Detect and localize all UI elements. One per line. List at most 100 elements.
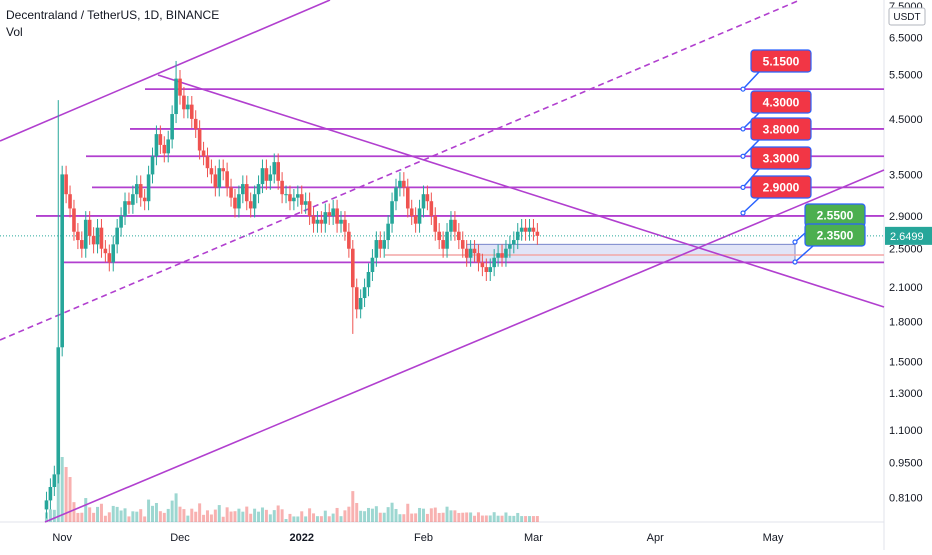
volume-bar [202,514,206,522]
volume-bar [398,514,402,522]
volume-bar [347,506,351,522]
candle-body [370,257,375,272]
candle-body [135,184,139,195]
candle-body [535,231,540,236]
volume-bar [209,514,213,522]
volume-bar [76,512,80,522]
callout-anchor [792,239,798,245]
last-price-badge [885,226,932,245]
time-tick-label: Mar [524,532,543,544]
price-tick-label: 0.9500 [889,457,923,469]
volume-bar [480,515,484,522]
candle-body [123,201,127,216]
candle-body [64,174,68,195]
candle-body [350,248,355,288]
candle-body [374,240,379,258]
candle-body [299,194,304,205]
volume-bar [378,512,382,522]
candle-body [417,208,422,224]
candle-body [131,194,135,205]
candle-body [260,168,265,185]
candle-body [472,248,477,254]
candle-body [217,168,222,188]
volume-bar [425,513,429,522]
candle-body [225,171,229,188]
candle-body [460,240,465,249]
candle-body [476,253,481,263]
volume-bar [92,512,96,522]
candle-body [398,180,402,188]
volume-bar [433,507,437,522]
volume-bar [257,511,261,522]
volume-bar [390,502,394,522]
volume-bar [80,512,84,522]
volume-bar [56,447,60,522]
volume-bar [225,507,229,522]
candle-body [264,168,269,181]
volume-bar [264,509,268,522]
volume-bar [147,499,151,522]
candle-body [150,156,155,175]
volume-bar [272,510,276,522]
level-label-text: 2.9000 [763,181,800,195]
price-tick-label: 1.5000 [889,357,923,369]
volume-bar [465,512,469,522]
candle-body [292,197,296,202]
candle-body [119,215,123,228]
volume-bar [213,509,217,522]
candle-body [115,227,119,245]
candle-body [512,240,516,245]
volume-bar [308,508,312,522]
time-tick-label: Dec [170,532,190,544]
volume-bar [531,516,535,522]
volume-bar [96,506,100,522]
candle-body [390,201,394,224]
volume-bar [504,512,508,522]
volume-bar [253,508,257,522]
volume-bar [170,500,174,522]
candle-body [515,231,520,241]
volume-bar [367,507,371,522]
candle-body [268,174,273,181]
volume-bar [363,511,367,522]
volume-bar [492,512,496,522]
volume-bar [103,515,107,522]
volume-bar [315,516,319,522]
volume-bar [99,503,103,522]
volume-bar [453,510,457,522]
volume-bar [268,514,272,522]
level-label-text: 4.3000 [763,96,800,110]
candle-body [87,219,92,236]
volume-bar [162,512,166,522]
volume-bar [288,513,292,522]
candle-body [484,267,489,272]
currency-unit-box [888,7,926,26]
candle-body [205,156,210,169]
candle-body [457,231,461,241]
candle-body [80,240,84,249]
level-label-box [750,117,812,141]
volume-bar [154,502,158,522]
price-tick-label: 1.8000 [889,316,923,328]
candle-body [99,227,104,249]
callout-anchor [740,126,746,132]
callout-anchor [792,259,798,265]
volume-bar [457,512,461,522]
candle-body [331,208,335,216]
mid-channel-dashed-line [0,0,801,341]
candle-body [508,244,512,249]
candle-body [221,168,225,172]
candle-body [280,180,284,195]
volume-bar [158,511,162,522]
candle-body [178,78,182,96]
volume-bar [249,513,253,522]
candle-body [527,227,532,232]
volume-bar [115,506,119,522]
price-tick-label: 2.1000 [889,282,923,294]
volume-bar [233,511,237,522]
volume-bar [241,511,245,522]
candle-body [138,184,143,198]
volume-bar [186,515,190,522]
volume-bar [178,506,182,522]
volume-bar [292,516,296,522]
